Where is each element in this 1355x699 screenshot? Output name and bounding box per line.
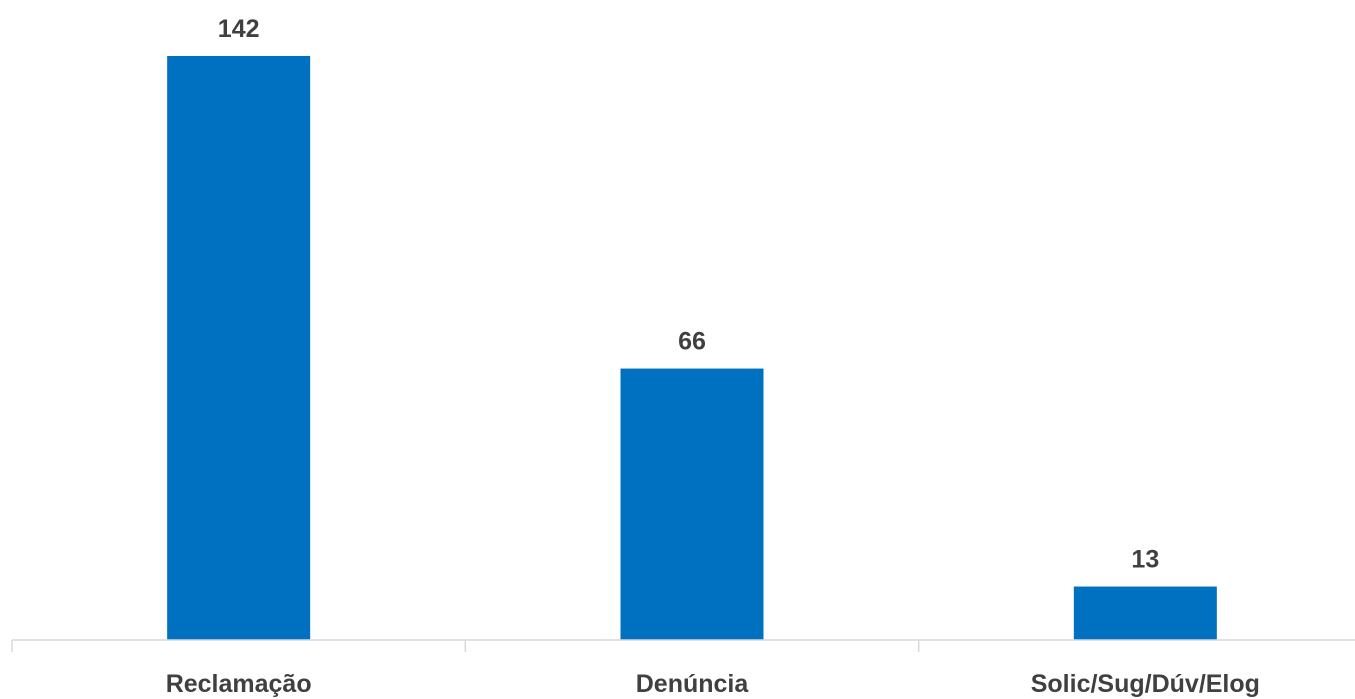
- value-labels-group: 142 66 13: [218, 15, 1159, 574]
- bars-group: [167, 56, 1217, 640]
- category-label-2: Solic/Sug/Dúv/Elog: [1031, 670, 1260, 698]
- category-label-0: Reclamação: [166, 670, 312, 698]
- data-label-2: 13: [1131, 546, 1159, 574]
- bar-1: [620, 368, 764, 640]
- x-axis: [11, 639, 1355, 652]
- bar-2: [1073, 586, 1217, 640]
- bar-0: [167, 56, 311, 640]
- category-labels-group: Reclamação Denúncia Solic/Sug/Dúv/Elog: [166, 670, 1260, 698]
- data-label-0: 142: [218, 15, 260, 43]
- category-label-1: Denúncia: [636, 670, 750, 698]
- data-label-1: 66: [678, 328, 706, 356]
